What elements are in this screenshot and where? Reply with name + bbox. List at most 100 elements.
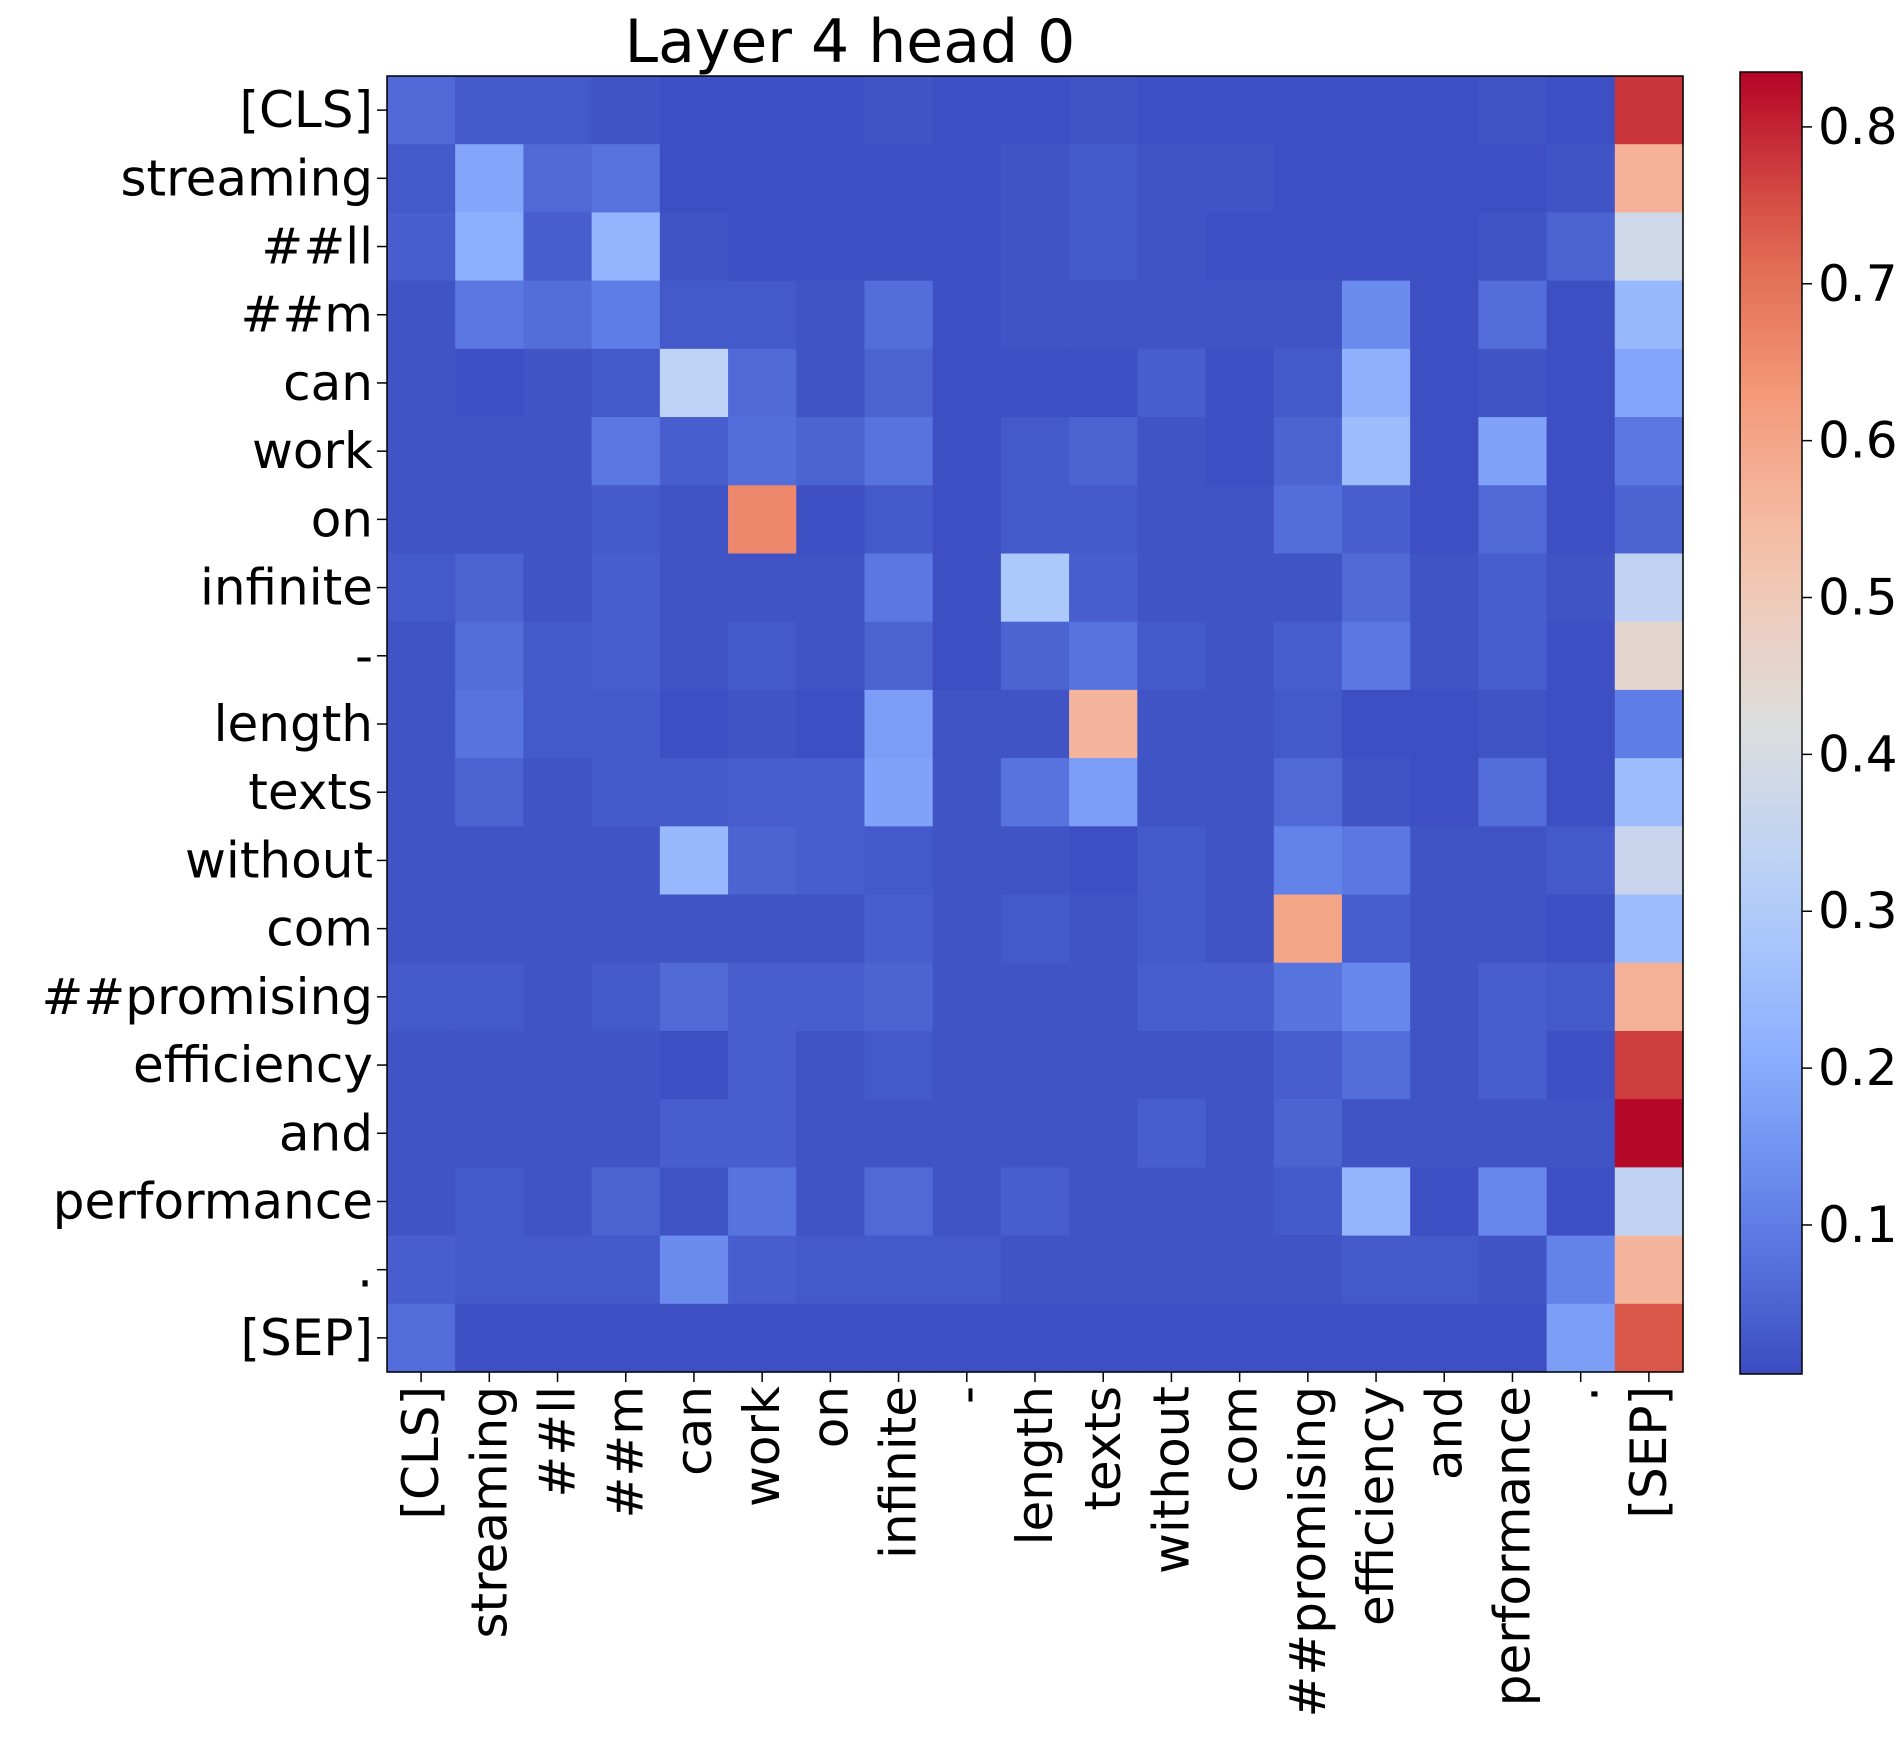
heatmap-cell <box>591 76 661 145</box>
heatmap-cell <box>1273 689 1343 759</box>
heatmap-cell <box>1205 348 1275 418</box>
x-tick-label: ##m <box>597 1386 655 1519</box>
heatmap-cell <box>659 962 729 1032</box>
heatmap-cell <box>864 894 934 964</box>
heatmap-cell <box>1478 144 1548 214</box>
heatmap-cell <box>455 212 525 282</box>
heatmap-cell <box>1000 962 1070 1032</box>
x-tick-label: ##ll <box>529 1386 587 1498</box>
heatmap-cell <box>1069 144 1138 214</box>
heatmap-cell <box>387 485 456 555</box>
heatmap-cell <box>1205 1030 1275 1100</box>
y-tick-label: ##promising <box>41 968 373 1026</box>
x-tick-label: . <box>1552 1386 1610 1402</box>
colorbar-tick-label: 0.3 <box>1818 882 1898 940</box>
heatmap-cell <box>796 962 866 1032</box>
heatmap-cell <box>1205 1099 1275 1168</box>
heatmap-cell <box>1205 1167 1275 1237</box>
colorbar-tick-label: 0.5 <box>1818 569 1898 627</box>
heatmap-cell <box>591 826 661 896</box>
heatmap-cell <box>1273 348 1343 418</box>
heatmap-cell <box>659 212 729 282</box>
heatmap-cell <box>1000 417 1070 486</box>
heatmap-cell <box>1273 894 1343 964</box>
y-tick-label: - <box>355 627 373 685</box>
heatmap-cell <box>864 1099 934 1168</box>
heatmap-cell <box>1205 894 1275 964</box>
colorbar-tick-label: 0.1 <box>1818 1196 1898 1254</box>
heatmap-cell <box>932 280 1002 350</box>
heatmap-cell <box>1341 1099 1411 1168</box>
heatmap-cell <box>1614 348 1684 418</box>
heatmap-cell <box>1478 758 1548 827</box>
heatmap-cell <box>1546 348 1616 418</box>
heatmap-cell <box>1205 144 1275 214</box>
heatmap-cell <box>932 894 1002 964</box>
heatmap-cell <box>932 417 1002 486</box>
heatmap-cell <box>1205 621 1275 691</box>
heatmap-cell <box>591 144 661 214</box>
heatmap-cell <box>1069 553 1138 623</box>
heatmap-cell <box>1069 1030 1138 1100</box>
heatmap-cell <box>1069 1235 1138 1305</box>
heatmap-cell <box>523 962 593 1032</box>
heatmap-cell <box>728 417 797 486</box>
heatmap-cell <box>455 1303 525 1373</box>
x-tick-label: [CLS] <box>392 1386 450 1520</box>
heatmap-cell <box>455 144 525 214</box>
heatmap-cell <box>1546 826 1616 896</box>
heatmap-cell <box>1614 417 1684 486</box>
heatmap-cell <box>728 1303 797 1373</box>
heatmap-cell <box>1410 553 1479 623</box>
heatmap-cell <box>455 553 525 623</box>
heatmap-cell <box>1069 689 1138 759</box>
heatmap-cell <box>1614 144 1684 214</box>
heatmap-cell <box>1069 1099 1138 1168</box>
heatmap-cell <box>1546 1167 1616 1237</box>
heatmap-cell <box>1546 280 1616 350</box>
y-tick-label: without <box>185 831 373 889</box>
heatmap-cell <box>659 144 729 214</box>
heatmap-cell <box>1137 144 1207 214</box>
heatmap-cell <box>659 417 729 486</box>
x-tick-label: length <box>1006 1386 1064 1545</box>
heatmap-cell <box>728 1167 797 1237</box>
heatmap-cell <box>591 689 661 759</box>
heatmap-cell <box>1614 1099 1684 1168</box>
heatmap-cell <box>728 348 797 418</box>
heatmap-cell <box>1137 1030 1207 1100</box>
heatmap-cell <box>523 758 593 827</box>
heatmap-cell <box>387 1099 456 1168</box>
heatmap-cell <box>864 689 934 759</box>
heatmap-cell <box>1000 1235 1070 1305</box>
y-axis: [CLS] streaming ##ll ##m can work on infinite - l… <box>41 81 387 1367</box>
heatmap-cell <box>1341 280 1411 350</box>
heatmap-cell <box>1000 553 1070 623</box>
heatmap-cell <box>728 826 797 896</box>
heatmap-cell <box>1273 1099 1343 1168</box>
heatmap-cell <box>591 485 661 555</box>
heatmap-cell <box>1546 1303 1616 1373</box>
heatmap-cell <box>1614 76 1684 145</box>
heatmap-cell <box>1137 962 1207 1032</box>
heatmap-cell <box>591 962 661 1032</box>
heatmap-cell <box>1069 348 1138 418</box>
heatmap-cell <box>1546 962 1616 1032</box>
heatmap-cell <box>659 76 729 145</box>
heatmap-cell <box>659 553 729 623</box>
heatmap-cell <box>1137 689 1207 759</box>
heatmap-cell <box>1546 212 1616 282</box>
heatmap-cell <box>1341 621 1411 691</box>
heatmap-cell <box>932 553 1002 623</box>
heatmap-cell <box>1069 894 1138 964</box>
heatmap-cell <box>591 1167 661 1237</box>
heatmap-cell <box>1137 1235 1207 1305</box>
heatmap-cell <box>523 826 593 896</box>
heatmap-cell <box>455 348 525 418</box>
heatmap-cell <box>455 76 525 145</box>
heatmap-cell <box>932 1030 1002 1100</box>
heatmap-cell <box>523 144 593 214</box>
heatmap-cell <box>1000 621 1070 691</box>
x-tick-label: can <box>665 1386 723 1476</box>
heatmap-cell <box>1205 485 1275 555</box>
